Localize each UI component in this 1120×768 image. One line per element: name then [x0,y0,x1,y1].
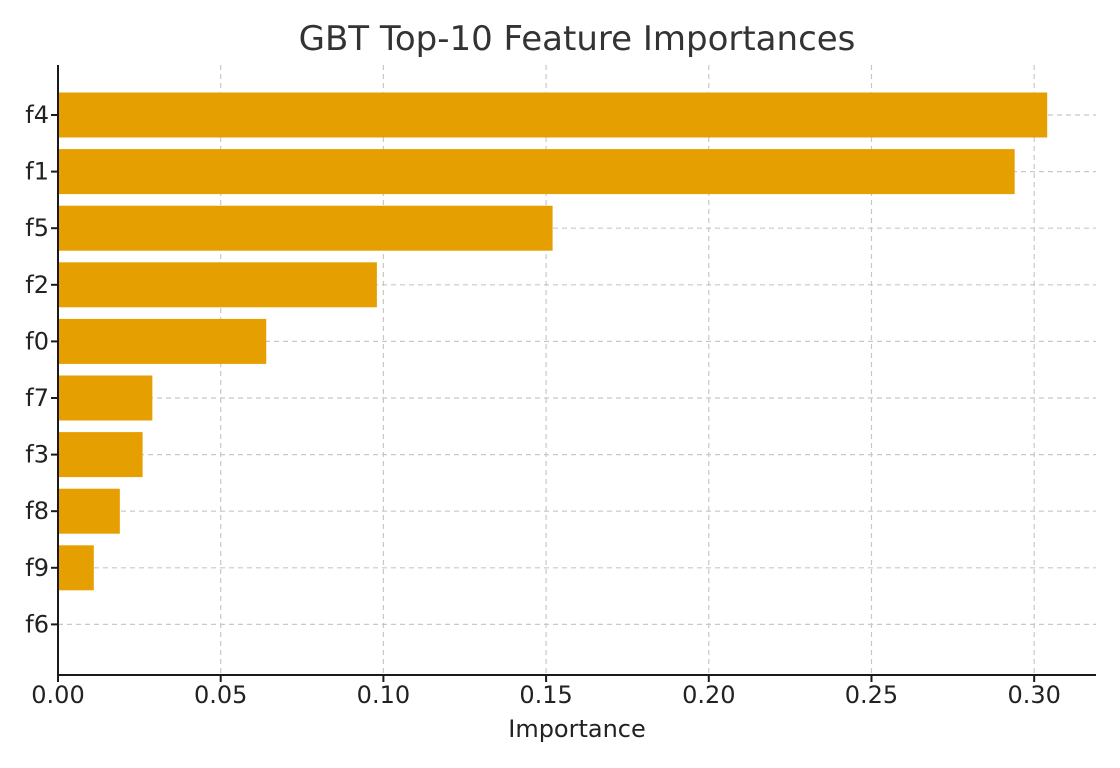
y-tick-label: f7 [25,384,49,412]
y-tick-label: f9 [25,554,49,582]
y-tick-label: f0 [25,327,49,355]
y-tick-label: f1 [25,158,49,186]
chart-title: GBT Top-10 Feature Importances [299,19,856,59]
bar-f5 [58,205,553,251]
y-tick-label: f6 [25,610,49,638]
y-tick-label: f8 [25,497,49,525]
ticks: 0.00 0.05 0.10 0.15 0.20 0.25 0.30 f4 f1 f5 f2 f0 f7… [25,101,1061,709]
bar-f2 [58,262,377,308]
bar-f7 [58,375,153,421]
y-tick-label: f3 [25,441,49,469]
y-tick-label: f2 [25,271,49,299]
x-tick-label: 0.30 [1007,681,1060,709]
bar-f3 [58,432,143,478]
y-tick-label: f5 [25,214,49,242]
x-tick-label: 0.20 [682,681,735,709]
y-tick-label: f4 [25,101,49,129]
x-tick-label: 0.10 [357,681,410,709]
x-tick-label: 0.15 [519,681,572,709]
x-tick-label: 0.25 [845,681,898,709]
axes [57,65,1096,676]
bar-f4 [58,92,1048,138]
bar-f9 [58,545,94,591]
bar-f8 [58,488,120,534]
x-tick-label: 0.00 [31,681,84,709]
x-axis-label: Importance [508,715,646,743]
bar-f0 [58,318,267,364]
bars [58,92,1048,591]
x-tick-label: 0.05 [194,681,247,709]
bar-f1 [58,149,1015,195]
